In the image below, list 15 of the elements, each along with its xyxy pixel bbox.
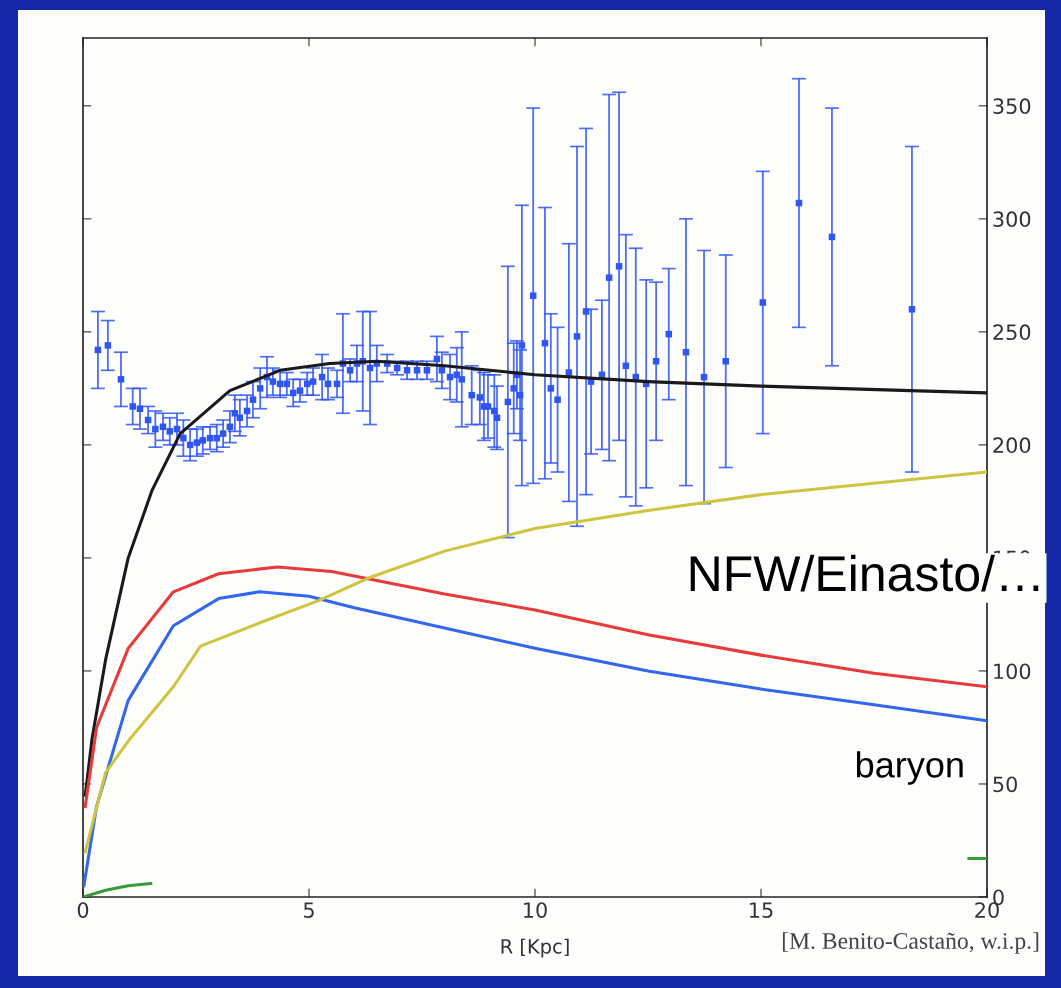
y-tick-label: 250	[993, 324, 1031, 341]
y-tick-label: 50	[993, 776, 1017, 793]
x-tick-label: 10	[524, 902, 547, 918]
x-tick-label: 15	[750, 902, 773, 918]
text: [M. Benito-Castaño, w.i.p.]	[782, 932, 1039, 954]
line-series	[83, 590, 987, 888]
y-tick-label: 350	[993, 98, 1031, 115]
x-tick-label: 5	[303, 902, 314, 918]
annotation: baryon	[856, 751, 963, 785]
annotation: NFW/Einasto/…	[690, 554, 1039, 592]
y-tick-label: 200	[993, 437, 1031, 454]
x-axis-title: R [Kpc]	[501, 938, 569, 958]
y-tick-label: 100	[994, 663, 1031, 680]
x-tick-label: 0	[77, 902, 89, 918]
y-tick-label: 300	[993, 211, 1031, 228]
